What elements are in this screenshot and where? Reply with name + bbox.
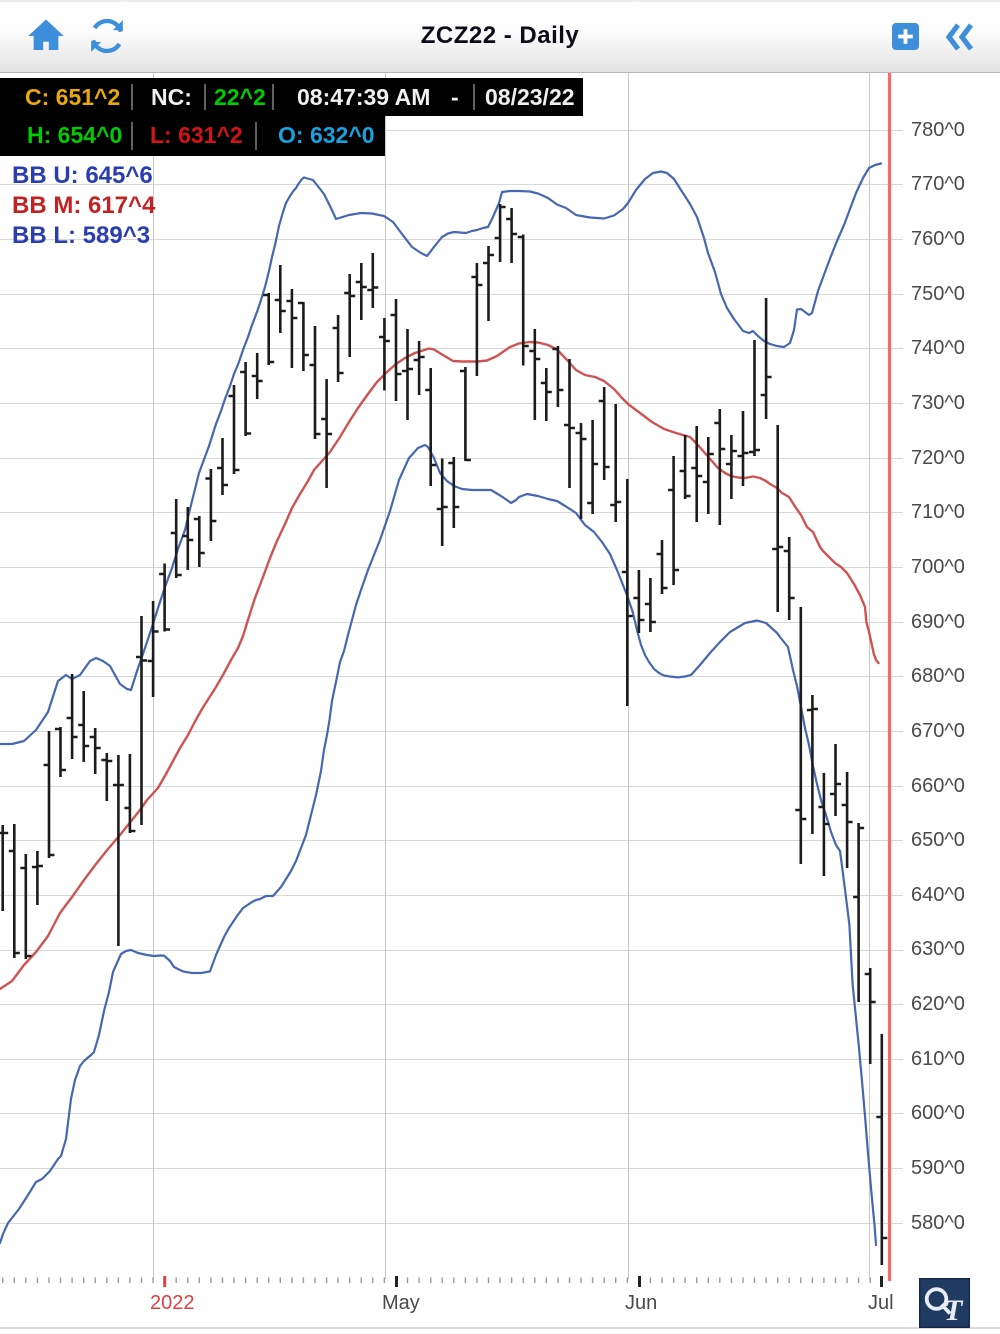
svg-text:T: T xyxy=(944,1294,964,1327)
